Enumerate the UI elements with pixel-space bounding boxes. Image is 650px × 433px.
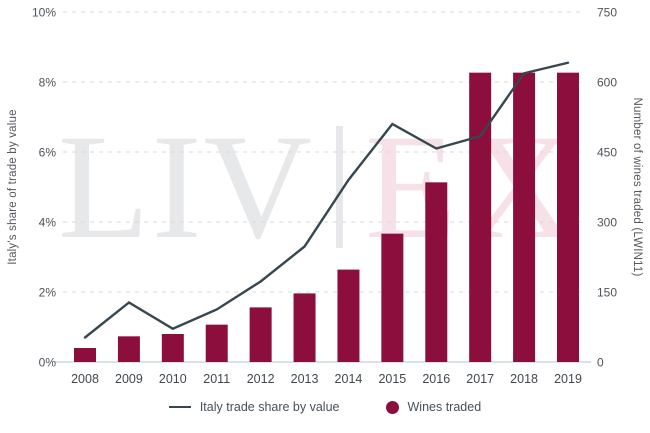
x-tick-2019: 2019 xyxy=(554,372,582,386)
bar-2018 xyxy=(513,72,536,363)
legend-line-label: Italy trade share by value xyxy=(199,400,340,414)
x-tick-2017: 2017 xyxy=(466,372,494,386)
y-tick-right-450: 450 xyxy=(597,145,617,159)
legend-item-bar: Wines traded xyxy=(385,400,482,414)
legend-bar-label: Wines traded xyxy=(407,400,482,414)
legend: Italy trade share by value Wines traded xyxy=(0,400,650,414)
bar-2015 xyxy=(381,233,404,362)
bar-2008 xyxy=(74,348,96,362)
bar-2009 xyxy=(117,336,140,362)
right-axis-title: Number of wines traded (LWIN11) xyxy=(631,97,643,277)
x-tick-2015: 2015 xyxy=(378,372,406,386)
left-axis-title: Italy's share of trade by value xyxy=(7,109,19,265)
y-tick-left-10%: 10% xyxy=(32,5,56,19)
bar-2017 xyxy=(469,72,492,363)
line-series-swatch xyxy=(168,405,191,409)
x-tick-2010: 2010 xyxy=(159,372,187,386)
x-tick-2011: 2011 xyxy=(203,372,230,386)
y-tick-right-600: 600 xyxy=(597,75,617,89)
bar-2014 xyxy=(337,269,360,362)
bar-2010 xyxy=(161,334,184,362)
legend-item-line: Italy trade share by value xyxy=(168,400,340,414)
x-tick-2014: 2014 xyxy=(335,372,363,386)
y-tick-right-0: 0 xyxy=(597,355,604,369)
trend-line xyxy=(83,61,570,339)
x-tick-2009: 2009 xyxy=(115,372,143,386)
y-tick-right-150: 150 xyxy=(597,285,617,299)
y-tick-left-2%: 2% xyxy=(39,285,57,299)
y-tick-left-8%: 8% xyxy=(39,75,57,89)
x-tick-2018: 2018 xyxy=(510,372,538,386)
x-tick-2013: 2013 xyxy=(291,372,319,386)
y-tick-left-4%: 4% xyxy=(39,215,57,229)
bar-2012 xyxy=(249,307,272,362)
y-tick-left-0%: 0% xyxy=(39,355,57,369)
bar-2013 xyxy=(293,293,316,362)
bar-2016 xyxy=(425,182,448,362)
x-tick-2012: 2012 xyxy=(247,372,275,386)
x-tick-2016: 2016 xyxy=(422,372,450,386)
bar-2019 xyxy=(557,72,579,363)
y-tick-right-750: 750 xyxy=(597,5,617,19)
y-tick-right-300: 300 xyxy=(597,215,617,229)
bar-series-swatch xyxy=(385,400,399,414)
y-tick-left-6%: 6% xyxy=(39,145,57,159)
x-tick-2008: 2008 xyxy=(71,372,99,386)
bar-2011 xyxy=(205,324,228,362)
